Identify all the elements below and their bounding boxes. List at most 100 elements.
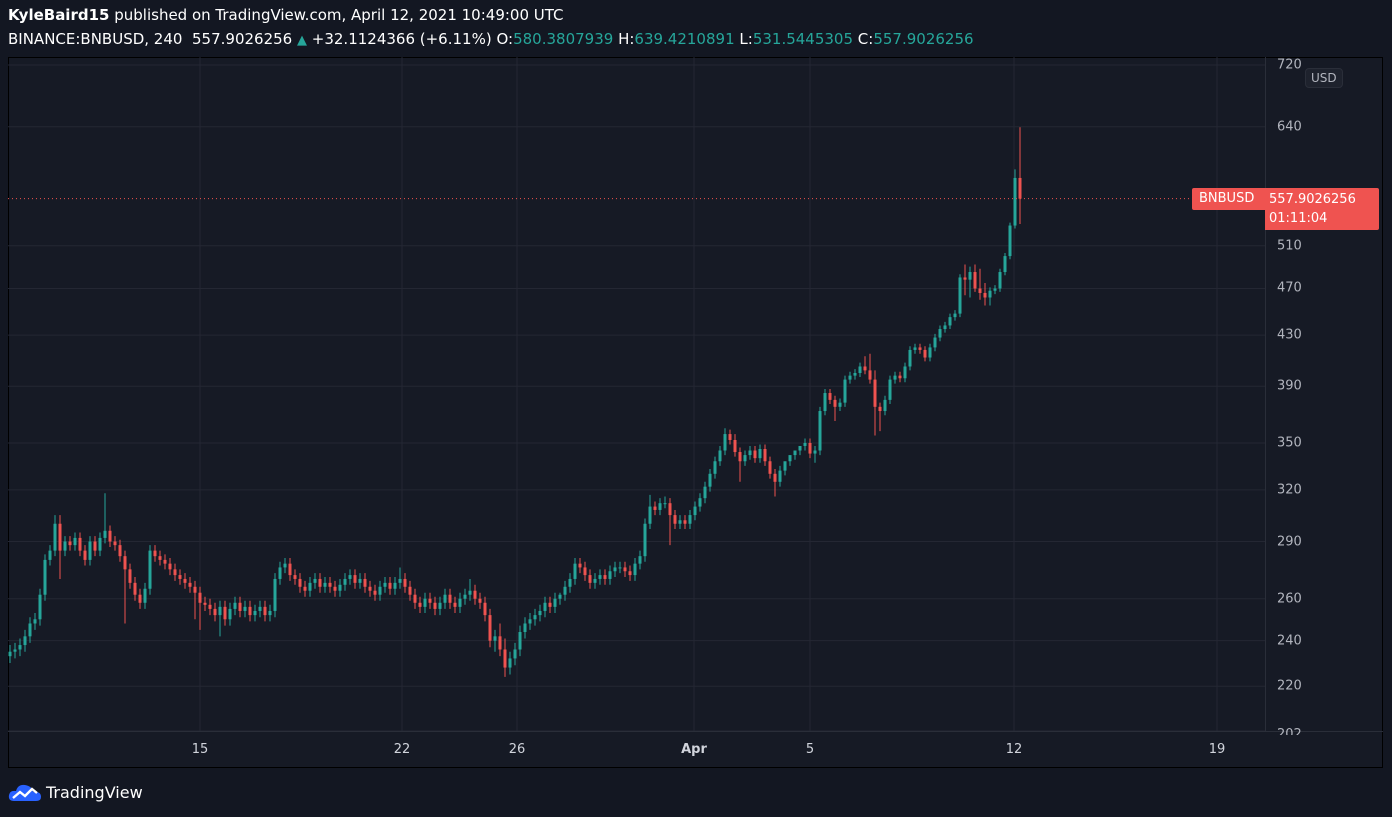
candle-body <box>483 602 487 616</box>
candle-body <box>663 503 667 505</box>
candle-body <box>778 470 782 482</box>
chart-pane[interactable] <box>8 57 1383 768</box>
candle-body <box>868 370 872 380</box>
candle-body <box>288 563 292 576</box>
candle-body <box>243 606 247 611</box>
candle-body <box>858 366 862 374</box>
candle-body <box>178 575 182 579</box>
time-tick-label: 15 <box>191 742 209 757</box>
candle-body <box>148 550 152 589</box>
candle-body <box>78 537 82 551</box>
candle-body <box>63 541 67 551</box>
price-tick-label: 720 <box>1277 57 1302 73</box>
candle-body <box>598 575 602 579</box>
candle-body <box>628 571 632 576</box>
candle-body <box>498 636 502 650</box>
candle-body <box>593 578 597 583</box>
candle-body <box>283 563 287 568</box>
tradingview-logo[interactable]: TradingView <box>8 782 143 802</box>
low-label: L: <box>739 30 753 48</box>
candle-body <box>523 623 527 633</box>
time-axis[interactable] <box>8 731 1383 769</box>
candle-body <box>443 594 447 603</box>
price-label-symbol: BNBUSD <box>1192 188 1265 210</box>
candle-body <box>458 598 462 607</box>
candle-body <box>928 347 932 358</box>
symbol-label[interactable]: BINANCE:BNBUSD, 240 <box>8 30 183 48</box>
cloud-logo-icon <box>8 784 41 801</box>
candle-body <box>323 582 327 587</box>
candle-body <box>373 590 377 595</box>
candle-body <box>953 313 957 318</box>
candle-body <box>118 545 122 557</box>
candle-body <box>833 399 837 407</box>
candle-body <box>578 563 582 568</box>
open-label: O: <box>496 30 514 48</box>
author-name[interactable]: KyleBaird15 <box>8 6 110 24</box>
candle-body <box>908 349 912 367</box>
candle-body <box>298 578 302 587</box>
time-tick-label: 12 <box>1005 742 1023 757</box>
candle-body <box>793 450 797 456</box>
candle-body <box>248 606 252 616</box>
candle-body <box>358 578 362 583</box>
candle-body <box>448 594 452 603</box>
price-tick-label: 470 <box>1277 280 1302 296</box>
candle-body <box>733 439 737 453</box>
price-tick-label: 320 <box>1277 482 1302 498</box>
candle-body <box>818 411 822 451</box>
candle-body <box>48 550 52 560</box>
triangle-up-icon: ▲ <box>296 33 307 48</box>
price-axis[interactable] <box>1265 57 1384 731</box>
close-value: 557.9026256 <box>873 30 974 48</box>
price-change: +32.1124366 (+6.11%) <box>311 30 492 48</box>
candle-body <box>553 598 557 607</box>
candle-body <box>198 592 202 603</box>
time-tick-label: 19 <box>1208 742 1226 757</box>
candle-body <box>428 598 432 603</box>
candle-body <box>38 594 42 620</box>
candlestick-plot[interactable] <box>8 57 1265 731</box>
candle-body <box>978 288 982 293</box>
candle-body <box>508 658 512 668</box>
high-label: H: <box>618 30 635 48</box>
candle-body <box>633 563 637 576</box>
candle-body <box>108 530 112 542</box>
candle-body <box>773 473 777 482</box>
candle-body <box>683 520 687 524</box>
publish-text: published on TradingView.com, April 12, … <box>114 6 564 24</box>
candle-body <box>823 393 827 412</box>
price-tick-label: 290 <box>1277 534 1302 549</box>
candle-body <box>388 582 392 589</box>
candle-body <box>968 272 972 280</box>
currency-button[interactable]: USD <box>1305 68 1343 88</box>
candle-body <box>848 375 852 380</box>
candle-body <box>368 586 372 591</box>
last-price: 557.9026256 <box>192 30 293 48</box>
price-tick-label: 350 <box>1277 435 1302 451</box>
candle-body <box>828 393 832 400</box>
candle-body <box>418 602 422 607</box>
candle-body <box>1003 256 1007 273</box>
candle-body <box>393 582 397 589</box>
candle-body <box>568 578 572 587</box>
candle-body <box>403 578 407 587</box>
candle-body <box>573 563 577 579</box>
candle-body <box>913 347 917 350</box>
candle-body <box>233 602 237 609</box>
open-value: 580.3807939 <box>513 30 614 48</box>
candle-body <box>93 541 97 551</box>
candle-body <box>88 541 92 560</box>
candle-body <box>143 588 147 603</box>
candle-body <box>748 450 752 456</box>
candle-body <box>563 586 567 595</box>
candle-body <box>253 610 257 616</box>
price-tick-label: 240 <box>1277 633 1302 649</box>
candle-body <box>213 608 217 616</box>
candle-body <box>113 541 117 546</box>
candle-body <box>98 537 102 551</box>
price-tick-label: 430 <box>1277 327 1302 343</box>
candle-body <box>588 575 592 583</box>
candle-body <box>493 636 497 641</box>
candle-body <box>608 571 612 579</box>
